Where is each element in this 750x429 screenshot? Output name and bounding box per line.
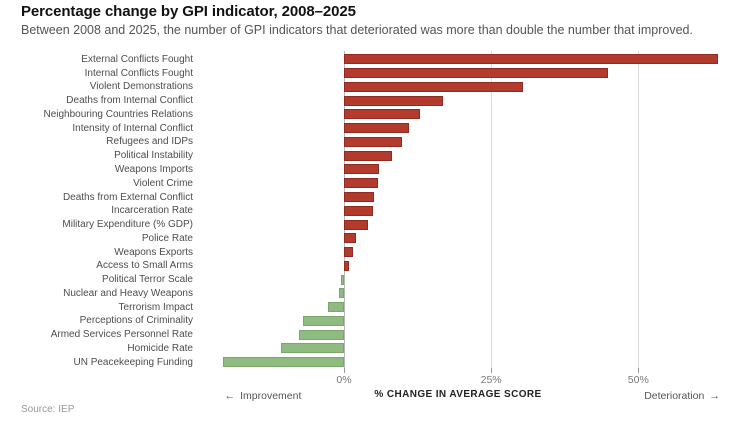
deterioration-direction-label: Deterioration → (644, 390, 720, 402)
bar-deterioration (344, 123, 409, 134)
right-arrow-icon: → (709, 390, 720, 402)
improvement-label: Improvement (240, 390, 302, 402)
row-label: Incarceration Rate (111, 205, 193, 217)
bar-deterioration (344, 95, 444, 106)
row-label: Violent Crime (133, 177, 193, 189)
row-label: Internal Conflicts Fought (84, 67, 193, 79)
gridline (491, 51, 493, 368)
bar-deterioration (344, 219, 369, 230)
row-label: Weapons Exports (114, 246, 193, 258)
row-label: Intensity of Internal Conflict (72, 122, 193, 134)
gridline (638, 51, 640, 368)
bar-deterioration (344, 109, 420, 120)
row-label: Armed Services Personnel Rate (50, 329, 193, 341)
row-label: Weapons Imports (114, 163, 193, 175)
bar-deterioration (344, 233, 356, 244)
row-label: Refugees and IDPs (106, 136, 193, 148)
bar-deterioration (344, 150, 392, 161)
bar-deterioration (344, 136, 402, 147)
row-label: Deaths from Internal Conflict (66, 95, 193, 107)
row-label: Political Terror Scale (102, 274, 193, 286)
bar-deterioration (344, 260, 350, 271)
bar-deterioration (344, 178, 378, 189)
page-subtitle: Between 2008 and 2025, the number of GPI… (21, 23, 693, 37)
bar-deterioration (344, 247, 354, 258)
bar-deterioration (344, 68, 608, 79)
row-label: Terrorism Impact (118, 301, 193, 313)
x-axis-tick-label: 0% (336, 374, 352, 386)
bar-deterioration (344, 54, 718, 65)
bar-improvement (339, 288, 344, 299)
bar-deterioration (344, 164, 380, 175)
x-axis-tick-label: 50% (627, 374, 649, 386)
bar-improvement (281, 343, 344, 354)
bar-improvement (223, 357, 344, 368)
row-label: External Conflicts Fought (81, 53, 193, 65)
source-note: Source: IEP (21, 404, 75, 415)
left-arrow-icon: ← (224, 390, 236, 402)
row-label: Homicide Rate (127, 342, 193, 354)
row-label: Violent Demonstrations (89, 81, 193, 93)
x-axis-tick-label: 25% (480, 374, 502, 386)
row-label: Military Expenditure (% GDP) (62, 219, 193, 231)
row-label: Political Instability (114, 150, 193, 162)
bar-deterioration (344, 205, 373, 216)
bar-improvement (302, 315, 344, 326)
row-label: Nuclear and Heavy Weapons (63, 287, 193, 299)
row-label: Deaths from External Conflict (62, 191, 193, 203)
x-axis-tick (638, 368, 640, 373)
bar-improvement (299, 329, 344, 340)
bar-improvement (327, 302, 344, 313)
row-label: Police Rate (141, 232, 193, 244)
row-label: Perceptions of Criminality (79, 315, 193, 327)
row-label: Neighbouring Countries Relations (43, 108, 193, 120)
bar-deterioration (344, 81, 523, 92)
row-label: UN Peacekeeping Funding (73, 356, 193, 368)
x-axis-tick (491, 368, 493, 373)
row-label: Access to Small Arms (96, 260, 193, 272)
bar-improvement (341, 274, 344, 285)
x-axis-title: % CHANGE IN AVERAGE SCORE (374, 389, 542, 400)
page-title: Percentage change by GPI indicator, 2008… (21, 3, 356, 20)
deterioration-label: Deterioration (644, 390, 705, 402)
improvement-direction-label: ← Improvement (225, 390, 302, 402)
bar-deterioration (344, 192, 375, 202)
x-axis-tick (344, 368, 345, 373)
